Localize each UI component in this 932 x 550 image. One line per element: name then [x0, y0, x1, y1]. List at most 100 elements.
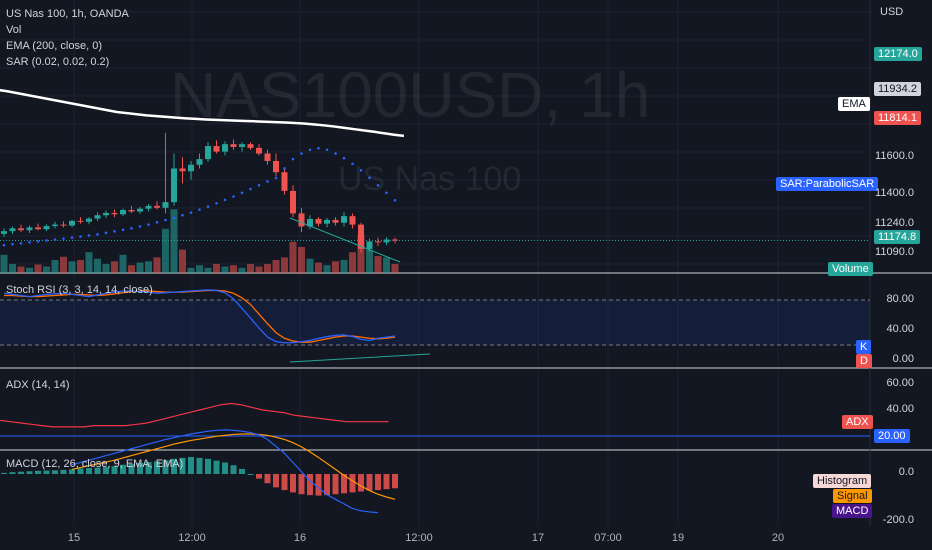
- sar-dot: [138, 225, 142, 228]
- time-label: 12:00: [178, 532, 206, 544]
- volume-bar: [213, 263, 220, 273]
- candle-body: [324, 219, 330, 224]
- macd-histogram-bar: [120, 464, 126, 474]
- adx-label-tag: ADX: [842, 415, 873, 429]
- adx-tick: 40.00: [886, 403, 914, 415]
- sar-dot: [291, 157, 295, 161]
- price-tick: 11090.0: [875, 246, 914, 258]
- candle-body: [86, 218, 92, 222]
- sar-dot: [2, 243, 6, 247]
- candle-body: [383, 239, 390, 243]
- candle-body: [60, 224, 67, 226]
- candle-body: [26, 227, 33, 231]
- ema-legend[interactable]: EMA (200, close, 0): [6, 40, 102, 52]
- volume-bar: [289, 241, 297, 273]
- volume-bar: [315, 262, 322, 273]
- sar-dot: [181, 213, 184, 217]
- macd-legend[interactable]: MACD (12, 26, close, 9, EMA, EMA): [6, 458, 184, 470]
- volume-bar: [179, 249, 186, 273]
- volume-bar: [94, 258, 101, 273]
- macd-histogram-bar: [69, 469, 75, 474]
- volume-bar: [77, 260, 84, 273]
- macd-tick: -200.0: [882, 514, 914, 526]
- macd-histogram-bar: [230, 465, 237, 474]
- macd-histogram-bar: [179, 457, 186, 474]
- vol-legend[interactable]: Vol: [6, 24, 22, 36]
- sar-dot: [283, 167, 286, 170]
- candle-body: [273, 160, 279, 173]
- symbol-line[interactable]: US Nas 100, 1h, OANDA: [6, 8, 129, 20]
- stoch-tick: 40.00: [886, 323, 914, 335]
- histogram-tag: Histogram: [813, 474, 872, 488]
- trendline: [289, 353, 431, 363]
- macd-histogram-bar: [392, 474, 398, 489]
- candle-body: [103, 212, 109, 216]
- candle-body: [375, 241, 381, 243]
- volume-bar: [306, 258, 314, 273]
- macd-histogram-bar: [375, 474, 381, 491]
- last-price-tag: 11174.8: [874, 230, 921, 244]
- macd-histogram-bar: [332, 474, 339, 495]
- macd-histogram-bar: [35, 470, 41, 474]
- volume-bar: [85, 252, 93, 273]
- candle-body: [120, 209, 126, 215]
- sar-dot: [87, 234, 91, 237]
- adx-legend[interactable]: ADX (14, 14): [6, 379, 70, 391]
- volume-bar: [247, 263, 254, 273]
- stoch-band: [0, 300, 870, 345]
- macd-histogram-bar: [324, 474, 330, 496]
- macd-histogram-bar: [1, 472, 7, 474]
- volume-bar: [51, 260, 59, 273]
- sar-dot: [334, 152, 337, 155]
- candle-body: [332, 219, 339, 223]
- stoch-legend[interactable]: Stoch RSI (3, 3, 14, 14, close): [6, 284, 153, 296]
- candle-body: [145, 205, 152, 209]
- time-label: 19: [671, 532, 685, 544]
- volume-bar: [162, 228, 169, 273]
- stoch-tick: 80.00: [886, 293, 914, 305]
- volume-bar: [9, 263, 16, 273]
- candle-body: [196, 159, 203, 165]
- sar-dot: [300, 152, 303, 155]
- volume-bar: [349, 252, 356, 273]
- volume-bar: [0, 254, 8, 273]
- candle-body: [366, 241, 373, 249]
- candle-body: [179, 168, 186, 172]
- macd-histogram-bar: [273, 474, 279, 488]
- macd-signal-line: [71, 433, 396, 500]
- macd-histogram-bar: [290, 474, 296, 493]
- sar-dot: [223, 198, 227, 202]
- macd-histogram-bar: [137, 462, 143, 474]
- volume-bar: [26, 267, 33, 273]
- sar-dot: [266, 180, 269, 183]
- macd-histogram-bar: [264, 474, 271, 484]
- macd-line: [71, 429, 379, 514]
- time-label: 15: [67, 532, 81, 544]
- sar-dot: [308, 148, 312, 152]
- macd-histogram-bar: [196, 457, 203, 474]
- volume-bar: [281, 257, 288, 273]
- candle-body: [18, 228, 24, 231]
- sar-dot: [36, 240, 40, 243]
- sar-dot: [19, 241, 23, 245]
- macd-histogram-bar: [154, 461, 160, 474]
- sar-dot: [257, 184, 261, 187]
- sar-dot: [240, 191, 244, 195]
- candle-body: [128, 209, 135, 212]
- macd-histogram-bar: [86, 468, 92, 474]
- volume-bar: [170, 209, 178, 273]
- volume-bar: [374, 256, 382, 273]
- macd-histogram-bar: [256, 474, 262, 479]
- ema-label-tag: EMA: [838, 97, 870, 111]
- volume-bar: [272, 260, 280, 273]
- sar-dot: [198, 208, 201, 211]
- candle-body: [392, 239, 398, 241]
- sar-legend[interactable]: SAR (0.02, 0.02, 0.2): [6, 56, 110, 68]
- macd-histogram-bar: [222, 462, 228, 474]
- sar-dot: [130, 227, 133, 230]
- volume-bar: [238, 267, 246, 273]
- macd-histogram-bar: [94, 467, 101, 474]
- sar-dot: [342, 156, 346, 160]
- sar-dot: [79, 235, 82, 238]
